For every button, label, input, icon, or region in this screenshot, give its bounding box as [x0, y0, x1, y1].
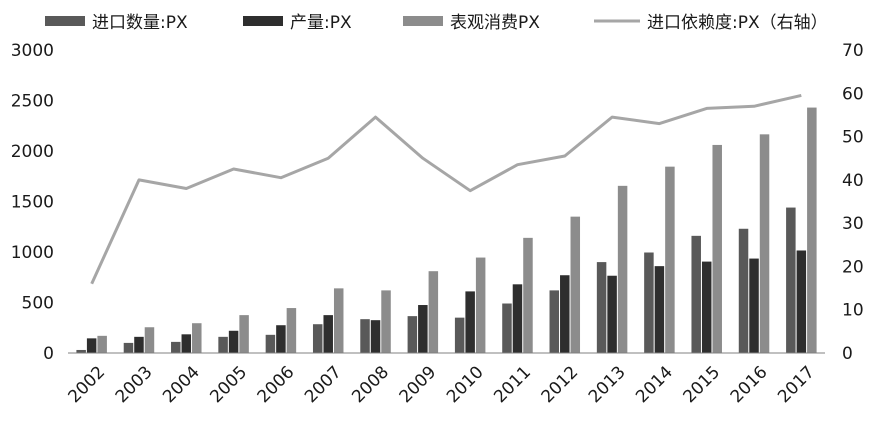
x-tick-label: 2005: [206, 362, 251, 407]
y2-tick-label: 30: [842, 214, 864, 234]
y-tick-label: 500: [22, 294, 54, 314]
bar: [218, 336, 228, 353]
x-tick-label: 2007: [301, 362, 346, 407]
y-tick-label: 3000: [11, 41, 54, 61]
x-tick-label: 2008: [348, 362, 393, 407]
y2-tick-label: 60: [842, 84, 864, 104]
legend-label-production: 产量:PX: [290, 13, 352, 33]
legend-swatch-apparent-consumption: [403, 16, 443, 26]
y-tick-label: 0: [43, 344, 54, 364]
x-tick-label: 2004: [159, 362, 204, 407]
bar: [596, 262, 607, 353]
bar: [549, 290, 560, 353]
x-tick-label: 2015: [680, 362, 725, 407]
bar: [276, 325, 286, 353]
y2-tick-label: 50: [842, 128, 864, 148]
bar: [570, 216, 581, 353]
bar: [796, 250, 807, 353]
bar: [749, 258, 759, 353]
bar: [654, 266, 665, 353]
x-tick-label: 2002: [64, 362, 109, 407]
bar: [286, 308, 297, 353]
bar: [76, 349, 86, 353]
bar: [512, 284, 523, 353]
y-tick-label: 2000: [11, 142, 54, 162]
bar: [370, 320, 381, 353]
bar: [134, 336, 144, 353]
bar: [617, 185, 628, 353]
legend: 进口数量:PX 产量:PX 表观消费PX 进口依赖度:PX（右轴）: [45, 13, 828, 33]
bar: [192, 323, 202, 353]
y-tick-label: 1000: [11, 243, 54, 263]
bar: [97, 335, 107, 353]
x-tick-label: 2010: [443, 362, 488, 407]
bar: [701, 261, 712, 353]
y2-tick-label: 10: [842, 301, 864, 321]
bar: [786, 207, 796, 353]
bar: [312, 324, 323, 353]
bar: [428, 271, 439, 353]
bar: [181, 334, 192, 353]
bar: [171, 341, 181, 353]
x-tick-label: 2012: [538, 362, 583, 407]
bar: [665, 166, 675, 353]
x-tick-label: 2014: [632, 362, 677, 407]
bar: [465, 291, 475, 353]
bar: [239, 315, 249, 353]
bar: [86, 338, 97, 353]
bar: [475, 257, 486, 353]
legend-label-import-volume: 进口数量:PX: [92, 13, 188, 33]
legend-label-apparent-consumption: 表观消费PX: [450, 13, 540, 33]
x-tick-label: 2016: [727, 362, 772, 407]
y-tick-label: 2500: [11, 92, 54, 112]
bar: [228, 330, 239, 353]
plot-area: 0 500 1000 1500 2000 2500 3000 0 10 20 30 40 50 60 70 2…: [11, 41, 864, 407]
x-tick-label: 2006: [254, 362, 299, 407]
bar: [381, 290, 391, 353]
bar: [560, 275, 570, 353]
bar: [807, 107, 817, 353]
bar: [691, 235, 701, 353]
bar: [738, 228, 749, 353]
bar: [323, 315, 333, 353]
import-dependency-line: [90, 93, 802, 285]
x-tick-label: 2003: [112, 362, 157, 407]
y2-tick-label: 20: [842, 257, 864, 277]
bar: [607, 275, 617, 353]
y2-tick-label: 70: [842, 41, 864, 61]
bar: [454, 317, 465, 353]
legend-swatch-import-volume: [45, 16, 85, 26]
bar: [144, 327, 155, 353]
bar: [759, 134, 770, 353]
y-tick-label: 1500: [11, 193, 54, 213]
x-tick-label: 2017: [774, 362, 819, 407]
bar: [407, 316, 418, 353]
bar: [418, 305, 428, 353]
bar: [644, 252, 654, 353]
bar: [712, 144, 722, 353]
bar: [123, 342, 134, 353]
bar: [523, 237, 533, 353]
bar: [502, 303, 512, 353]
legend-label-import-dependency: 进口依赖度:PX（右轴）: [647, 13, 828, 33]
y2-tick-label: 0: [842, 344, 853, 364]
x-tick-label: 2009: [396, 362, 441, 407]
bar: [360, 319, 370, 353]
x-tick-label: 2011: [490, 362, 535, 407]
x-tick-label: 2013: [585, 362, 630, 407]
bar: [333, 288, 344, 353]
legend-swatch-production: [243, 16, 283, 26]
bar: [265, 334, 276, 353]
y2-tick-label: 40: [842, 171, 864, 191]
